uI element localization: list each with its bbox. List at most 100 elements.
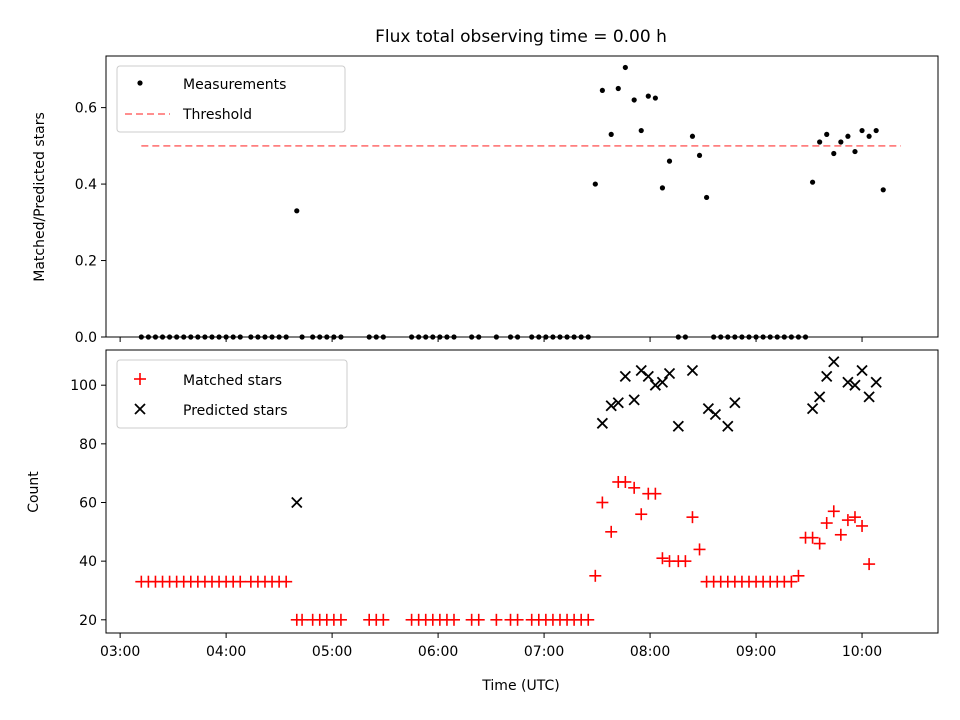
top-ytick-label: 0.2 — [75, 254, 97, 270]
measurement-point — [689, 133, 696, 139]
matched-stars-point — [792, 569, 805, 582]
legend-label-matched: Matched stars — [183, 373, 282, 389]
measurement-point — [732, 334, 738, 340]
bottom-xtick-label: 08:00 — [630, 644, 670, 660]
measurement-point — [831, 150, 837, 157]
measurement-point — [237, 334, 243, 340]
matched-stars-point — [377, 613, 390, 626]
predicted-stars-point — [842, 376, 854, 388]
matched-stars-point — [785, 575, 798, 588]
matched-stars-point — [589, 569, 602, 582]
measurement-point — [476, 334, 482, 340]
measurement-point — [159, 334, 166, 340]
matched-stars-point — [490, 613, 503, 626]
bottom-plot-frame — [105, 349, 939, 634]
measurement-point — [809, 179, 816, 185]
bottom-ytick-label: 80 — [79, 437, 97, 453]
predicted-stars-point — [814, 391, 826, 403]
measurement-point — [536, 334, 542, 340]
measurement-point — [550, 334, 556, 340]
measurement-point — [188, 334, 194, 340]
measurement-point — [310, 334, 316, 340]
predicted-stars-point — [821, 370, 833, 383]
measurement-point — [652, 95, 658, 101]
legend-marker-predicted — [134, 403, 146, 415]
measurement-point — [631, 97, 637, 103]
bottom-xtick-label: 07:00 — [524, 644, 564, 660]
measurement-point — [507, 334, 514, 340]
predicted-stars-point — [856, 364, 868, 377]
measurement-point — [514, 334, 521, 340]
bottom-xtick-label: 05:00 — [312, 644, 352, 660]
measurement-point — [659, 185, 666, 191]
matched-stars-point — [582, 613, 595, 626]
measurement-point — [299, 334, 305, 340]
measurement-point — [195, 334, 201, 340]
measurement-point — [152, 334, 159, 340]
measurement-point — [181, 334, 187, 340]
measurement-point — [262, 334, 268, 340]
bottom-xtick-label: 04:00 — [206, 644, 246, 660]
matched-stars-point — [686, 511, 699, 524]
matched-stars-point — [296, 613, 309, 626]
measurement-point — [255, 334, 261, 340]
measurement-point — [725, 334, 731, 340]
matched-stars-point — [841, 514, 854, 527]
matched-stars-point — [656, 552, 669, 565]
top-ytick-label: 0.4 — [75, 177, 97, 193]
measurement-point — [145, 334, 151, 340]
matched-stars-point — [806, 531, 819, 544]
measurement-point — [294, 208, 300, 214]
measurement-point — [338, 334, 344, 340]
measurement-point — [324, 334, 330, 340]
measurement-point — [795, 334, 802, 340]
measurement-point — [578, 334, 584, 340]
top-ytick-label: 0.6 — [75, 101, 97, 117]
top-ylabel: Matched/Predicted stars — [32, 112, 48, 282]
bottom-xtick-label: 09:00 — [736, 644, 776, 660]
matched-stars-point — [679, 555, 692, 568]
measurement-point — [746, 334, 752, 340]
legend-label-predicted: Predicted stars — [183, 403, 288, 419]
matched-stars-point — [813, 537, 826, 550]
predicted-stars-point — [656, 376, 669, 388]
measurement-point — [767, 334, 773, 340]
predicted-stars-point — [849, 379, 861, 391]
matched-stars-point — [863, 558, 876, 571]
measurement-point — [866, 133, 872, 139]
predicted-stars-point — [709, 408, 722, 421]
matched-stars-point — [693, 543, 706, 556]
measurement-point — [718, 334, 724, 340]
measurement-point — [283, 334, 289, 340]
top-ytick-label: 0.0 — [75, 330, 97, 346]
bottom-ytick-label: 60 — [79, 495, 97, 511]
matched-stars-point — [635, 508, 648, 521]
measurement-point — [269, 334, 275, 340]
bottom-xlabel: Time (UTC) — [481, 678, 559, 694]
measurement-point — [564, 334, 570, 340]
bottom-legend-box — [116, 359, 348, 429]
measurement-point — [451, 334, 457, 340]
legend-marker-measurements — [137, 80, 143, 86]
measurement-point — [416, 334, 422, 340]
matched-stars-point — [834, 528, 847, 541]
measurement-point — [166, 334, 173, 340]
predicted-stars-point — [870, 376, 882, 388]
matched-stars-point — [856, 519, 869, 532]
measurement-point — [423, 334, 429, 340]
measurement-point — [774, 334, 780, 340]
predicted-stars-point — [619, 370, 631, 383]
predicted-stars-point — [828, 356, 840, 368]
matched-stars-point — [447, 613, 460, 626]
matched-stars-point — [511, 613, 524, 626]
predicted-stars-point — [596, 417, 609, 429]
bottom-panel: 20 40 60 80 100 03:00 04:00 05:00 06:00 07:00 08:… — [26, 349, 939, 694]
measurement-point — [248, 334, 254, 340]
matched-stars-point — [280, 575, 293, 588]
bottom-ytick-label: 100 — [70, 378, 97, 394]
measurement-point — [557, 334, 563, 340]
matched-stars-point — [334, 613, 347, 626]
measurement-point — [645, 93, 651, 99]
measurement-point — [781, 334, 787, 340]
legend-label-measurements: Measurements — [183, 77, 286, 93]
